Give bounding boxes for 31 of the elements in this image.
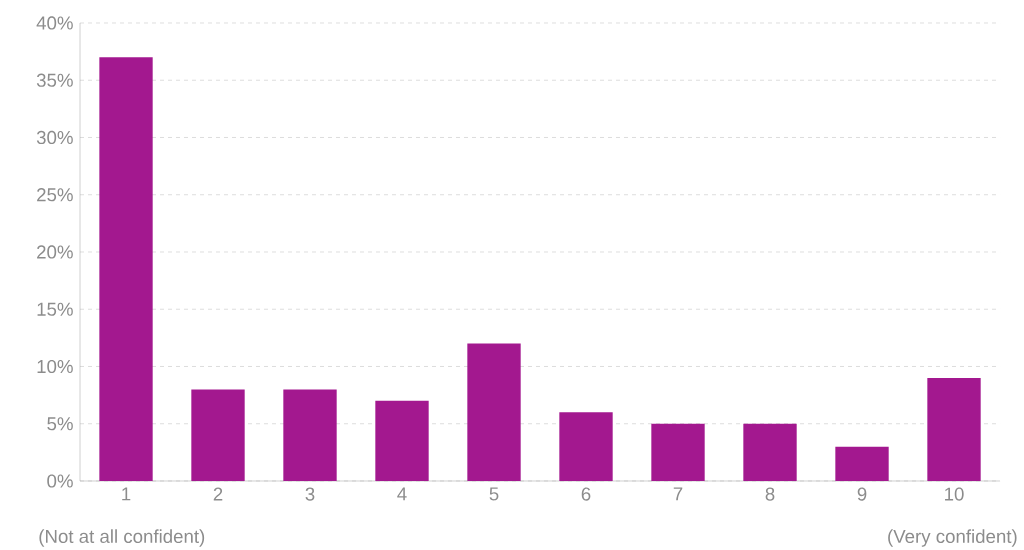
bar [835, 446, 889, 481]
x-tick-label: 7 [673, 487, 683, 501]
bar [467, 343, 521, 481]
bar [375, 400, 429, 481]
x-tick-label: 3 [305, 487, 315, 501]
bar [927, 377, 981, 481]
x-tick-label: 5 [489, 487, 499, 501]
y-tick-label: 0% [47, 474, 73, 488]
text: (Not at all confident) [39, 529, 205, 547]
y-tick-label: 5% [47, 417, 73, 431]
x-tick-label: 6 [581, 487, 591, 501]
bar [99, 57, 153, 481]
y-tick-label: 30% [36, 130, 73, 145]
bar [559, 412, 613, 481]
y-tick-label: 25% [37, 188, 73, 202]
y-tick-label: 20% [37, 245, 73, 259]
y-tick-label: 40% [36, 16, 73, 30]
bar [743, 423, 797, 481]
x-tick-label: 4 [397, 487, 407, 501]
x-tick-label: 8 [765, 487, 775, 501]
x-tick-label: 9 [857, 487, 867, 501]
text: (Very confident) [888, 529, 1017, 547]
y-tick-label: 35% [36, 73, 73, 87]
x-tick-label: 1 [122, 487, 131, 501]
bar [191, 389, 245, 481]
bar [283, 389, 337, 481]
y-tick-label: 10% [37, 359, 73, 374]
bar [651, 423, 705, 481]
x-tick-label: 10 [945, 487, 964, 501]
x-tick-label: 2 [213, 487, 223, 501]
y-tick-label: 15% [37, 302, 73, 316]
